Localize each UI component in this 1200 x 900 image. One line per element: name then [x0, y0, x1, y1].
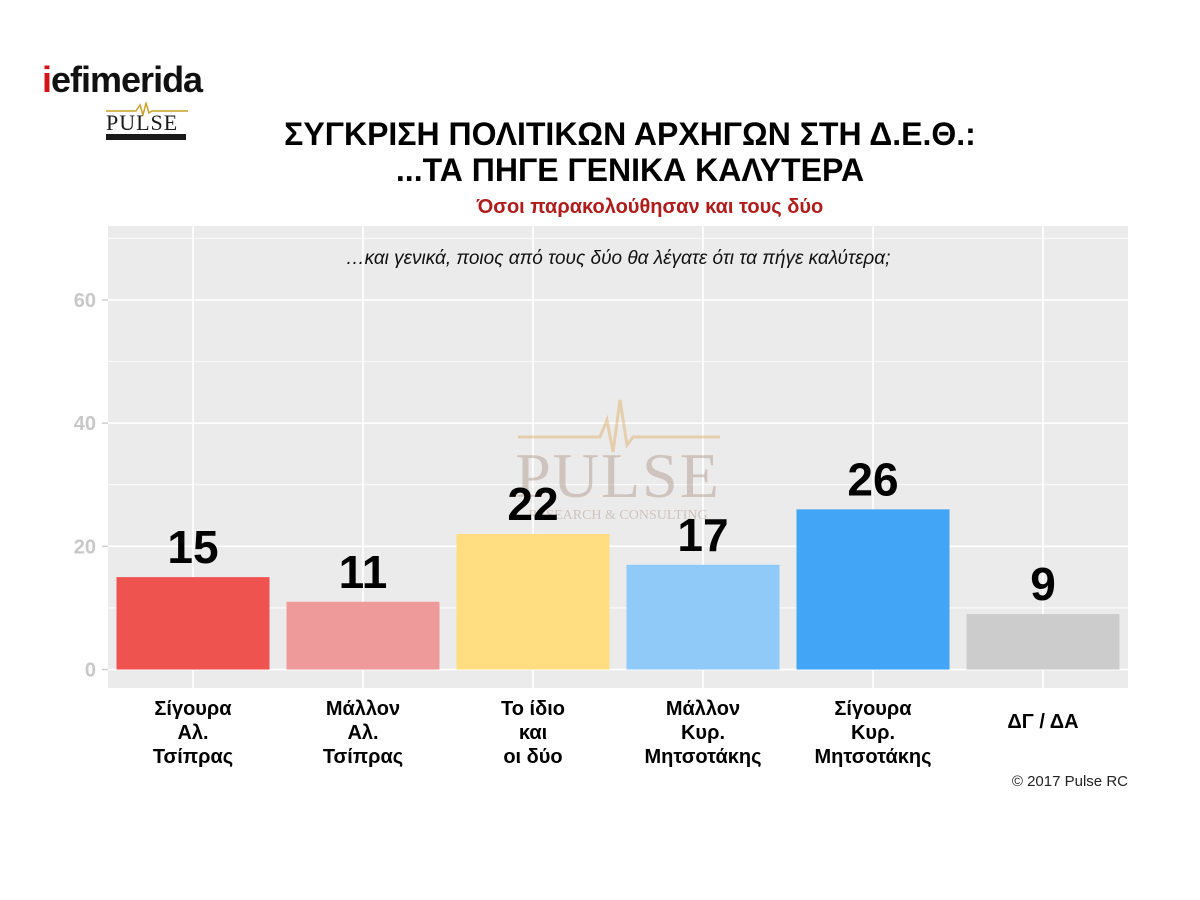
x-tick-label-5: Σίγουρα Κυρ. Μητσοτάκης — [793, 697, 953, 769]
x-tick-label-line: και — [518, 722, 548, 744]
x-tick-label-line: Μάλλον — [665, 698, 741, 720]
data-label-3: 22 — [507, 478, 558, 530]
chart-title-line-2: ...ΤΑ ΠΗΓΕ ΓΕΝΙΚΑ ΚΑΛΥΤΕΡΑ — [395, 152, 865, 188]
x-tick-label-line: Μάλλον — [325, 698, 401, 720]
x-tick-label-3: Το ίδιο και οι δύο — [453, 697, 613, 769]
x-tick-label-line: Αλ. — [177, 722, 209, 744]
bar-3 — [456, 534, 610, 670]
x-tick-label-line: Το ίδιο — [501, 698, 565, 720]
bar-2 — [286, 601, 440, 670]
data-label-6: 9 — [1030, 558, 1056, 610]
x-tick-label-4: Μάλλον Κυρ. Μητσοτάκης — [623, 697, 783, 769]
bar-1 — [116, 577, 270, 670]
x-tick-label-line: Κυρ. — [850, 722, 895, 744]
x-tick-label-line: Μητσοτάκης — [644, 746, 762, 768]
x-tick-label-line: Μητσοτάκης — [814, 746, 932, 768]
y-tick-label: 60 — [74, 290, 96, 312]
bar-5 — [796, 509, 950, 670]
iefimerida-logo: iefimerida — [42, 59, 203, 100]
watermark-text: PULSE — [515, 440, 721, 511]
chart-subtitle: Όσοι παρακολούθησαν και τους δύο — [476, 196, 824, 218]
x-tick-label-line: Κυρ. — [680, 722, 725, 744]
data-label-1: 15 — [167, 521, 218, 573]
x-tick-label-1: Σίγουρα Αλ. Τσίπρας — [113, 697, 273, 769]
bar-6 — [966, 614, 1120, 670]
survey-question: …και γενικά, ποιος από τους δύο θα λέγατ… — [345, 248, 891, 269]
x-tick-label-line: Αλ. — [347, 722, 379, 744]
copyright-note: © 2017 Pulse RC — [1011, 773, 1128, 790]
chart-title-line-1: ΣΥΓΚΡΙΣΗ ΠΟΛΙΤΙΚΩΝ ΑΡΧΗΓΩΝ ΣΤΗ Δ.Ε.Θ.: — [284, 116, 976, 152]
data-label-2: 11 — [339, 546, 388, 598]
x-tick-label-line: Τσίπρας — [152, 746, 234, 768]
data-label-5: 26 — [847, 453, 898, 505]
x-tick-label-line: οι δύο — [503, 746, 563, 768]
pulse-logo: PULSE — [106, 102, 188, 140]
x-tick-label-line: Τσίπρας — [322, 746, 404, 768]
plot-panel — [108, 226, 1128, 688]
bar-4 — [626, 564, 780, 670]
y-tick-label: 40 — [74, 413, 96, 435]
y-tick-label: 20 — [74, 536, 96, 558]
x-tick-label-2: Μάλλον Αλ. Τσίπρας — [283, 697, 443, 769]
watermark-subtext: RESEARCH & CONSULTING — [528, 508, 707, 523]
data-label-4: 17 — [677, 509, 728, 561]
x-tick-label-line: Σίγουρα — [834, 698, 912, 720]
x-tick-label-6: ΔΓ / ΔΑ — [963, 710, 1123, 734]
y-tick-label: 0 — [85, 660, 96, 682]
watermark-pulse-line — [518, 399, 720, 453]
x-tick-label-line: ΔΓ / ΔΑ — [1007, 711, 1079, 733]
x-tick-label-line: Σίγουρα — [154, 698, 232, 720]
